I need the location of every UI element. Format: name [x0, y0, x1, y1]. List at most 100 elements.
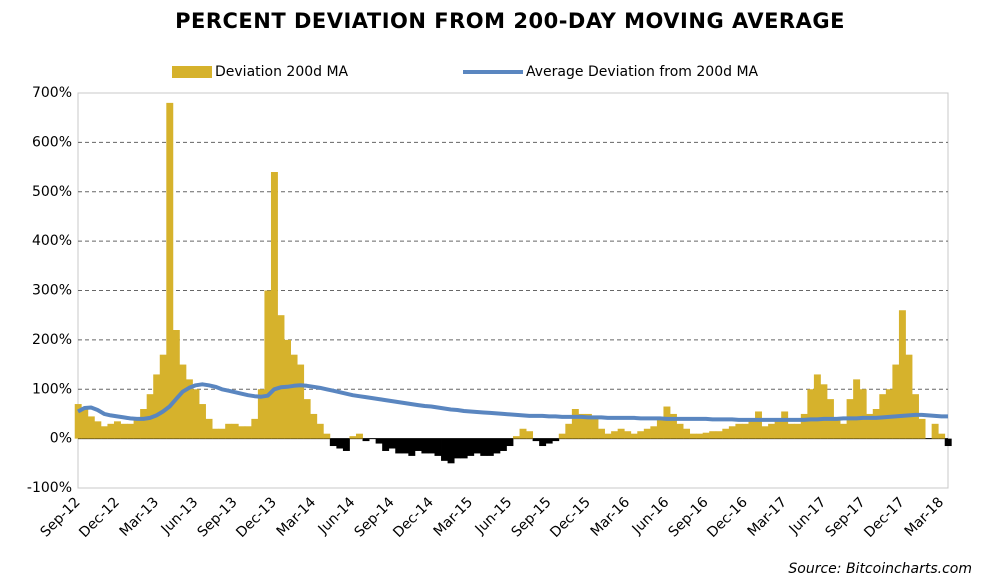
bar [715, 431, 723, 439]
x-tick-label: Jun-13 [158, 494, 202, 538]
bar [270, 172, 278, 439]
bar [441, 438, 448, 461]
bar [735, 423, 743, 439]
bar [741, 423, 749, 439]
bar [630, 433, 638, 439]
bar [100, 426, 108, 439]
bar [571, 409, 579, 439]
bar [728, 426, 736, 439]
bar [94, 421, 102, 439]
x-tick-label: Sep-14 [351, 494, 397, 540]
bar [205, 418, 213, 439]
bar [545, 438, 553, 444]
source-note: Source: Bitcoincharts.com [788, 561, 972, 577]
bar [539, 438, 547, 447]
bar [342, 438, 350, 451]
bar [473, 438, 481, 454]
x-tick-label: Mar-16 [588, 494, 634, 540]
bar [486, 438, 494, 456]
legend-label: Average Deviation from 200d MA [526, 64, 759, 80]
x-tick-label: Mar-18 [902, 494, 948, 540]
bar [185, 379, 193, 439]
bar [800, 413, 808, 439]
bar [323, 433, 331, 439]
bar [349, 436, 357, 439]
y-tick-label: 400% [32, 233, 72, 249]
bar [140, 409, 148, 439]
bar [159, 354, 167, 439]
bar [820, 384, 828, 439]
bar [853, 379, 861, 439]
bar [329, 438, 337, 447]
bar [427, 438, 435, 454]
bar [859, 389, 867, 439]
bar [264, 290, 272, 439]
bar [231, 423, 239, 439]
bar [768, 423, 776, 439]
bar [938, 433, 946, 439]
x-tick-label: Mar-17 [745, 494, 791, 540]
bar [905, 354, 913, 439]
bar [558, 433, 566, 439]
bar [218, 428, 226, 439]
bar [696, 433, 704, 439]
bar [179, 364, 187, 439]
x-tick-label: Dec-14 [390, 494, 437, 541]
bar [840, 423, 848, 439]
bar [113, 421, 121, 439]
bar [591, 418, 599, 439]
bar [755, 411, 762, 439]
bar [532, 438, 540, 442]
bar [460, 438, 468, 459]
x-tick-label: Sep-16 [665, 494, 711, 540]
y-tick-label: 300% [32, 283, 72, 299]
bar [944, 438, 952, 447]
bar [225, 423, 233, 439]
bar [382, 438, 390, 451]
y-tick-label: 600% [32, 134, 72, 150]
bar [120, 423, 128, 439]
bar [781, 411, 789, 439]
bar [885, 389, 893, 439]
x-tick-label: Sep-13 [194, 494, 240, 540]
y-tick-label: 100% [32, 381, 72, 397]
legend-swatch [172, 66, 212, 78]
bar [356, 433, 363, 439]
bar [578, 413, 586, 439]
bar [238, 426, 246, 439]
bar [761, 426, 769, 439]
bar [166, 102, 174, 439]
bar [212, 428, 220, 439]
bar [284, 339, 291, 439]
bar [172, 330, 180, 439]
x-tick-label: Dec-13 [233, 494, 280, 541]
bar [526, 431, 534, 439]
bar [277, 315, 285, 439]
bar [297, 364, 305, 439]
bar [493, 438, 501, 454]
bar [787, 423, 795, 439]
line [77, 382, 948, 422]
y-tick-label: 500% [32, 184, 72, 200]
bar [918, 418, 926, 439]
bar [316, 423, 324, 439]
bar [87, 416, 95, 439]
y-tick-label: -100% [27, 480, 72, 496]
bar [133, 418, 141, 439]
bar [643, 428, 651, 439]
bar [552, 438, 560, 442]
bar [506, 438, 514, 447]
bar [388, 438, 396, 449]
bar [414, 438, 422, 451]
legend-label: Deviation 200d MA [215, 64, 349, 80]
bar [74, 404, 82, 439]
bar [892, 364, 900, 439]
x-tick-label: Mar-14 [274, 494, 320, 540]
bar [499, 438, 507, 451]
bar [774, 418, 782, 439]
bar [362, 438, 370, 442]
y-tick-label: 0% [50, 431, 72, 447]
bar [480, 438, 488, 456]
bar [251, 418, 259, 439]
x-tick-label: Dec-12 [76, 494, 123, 541]
